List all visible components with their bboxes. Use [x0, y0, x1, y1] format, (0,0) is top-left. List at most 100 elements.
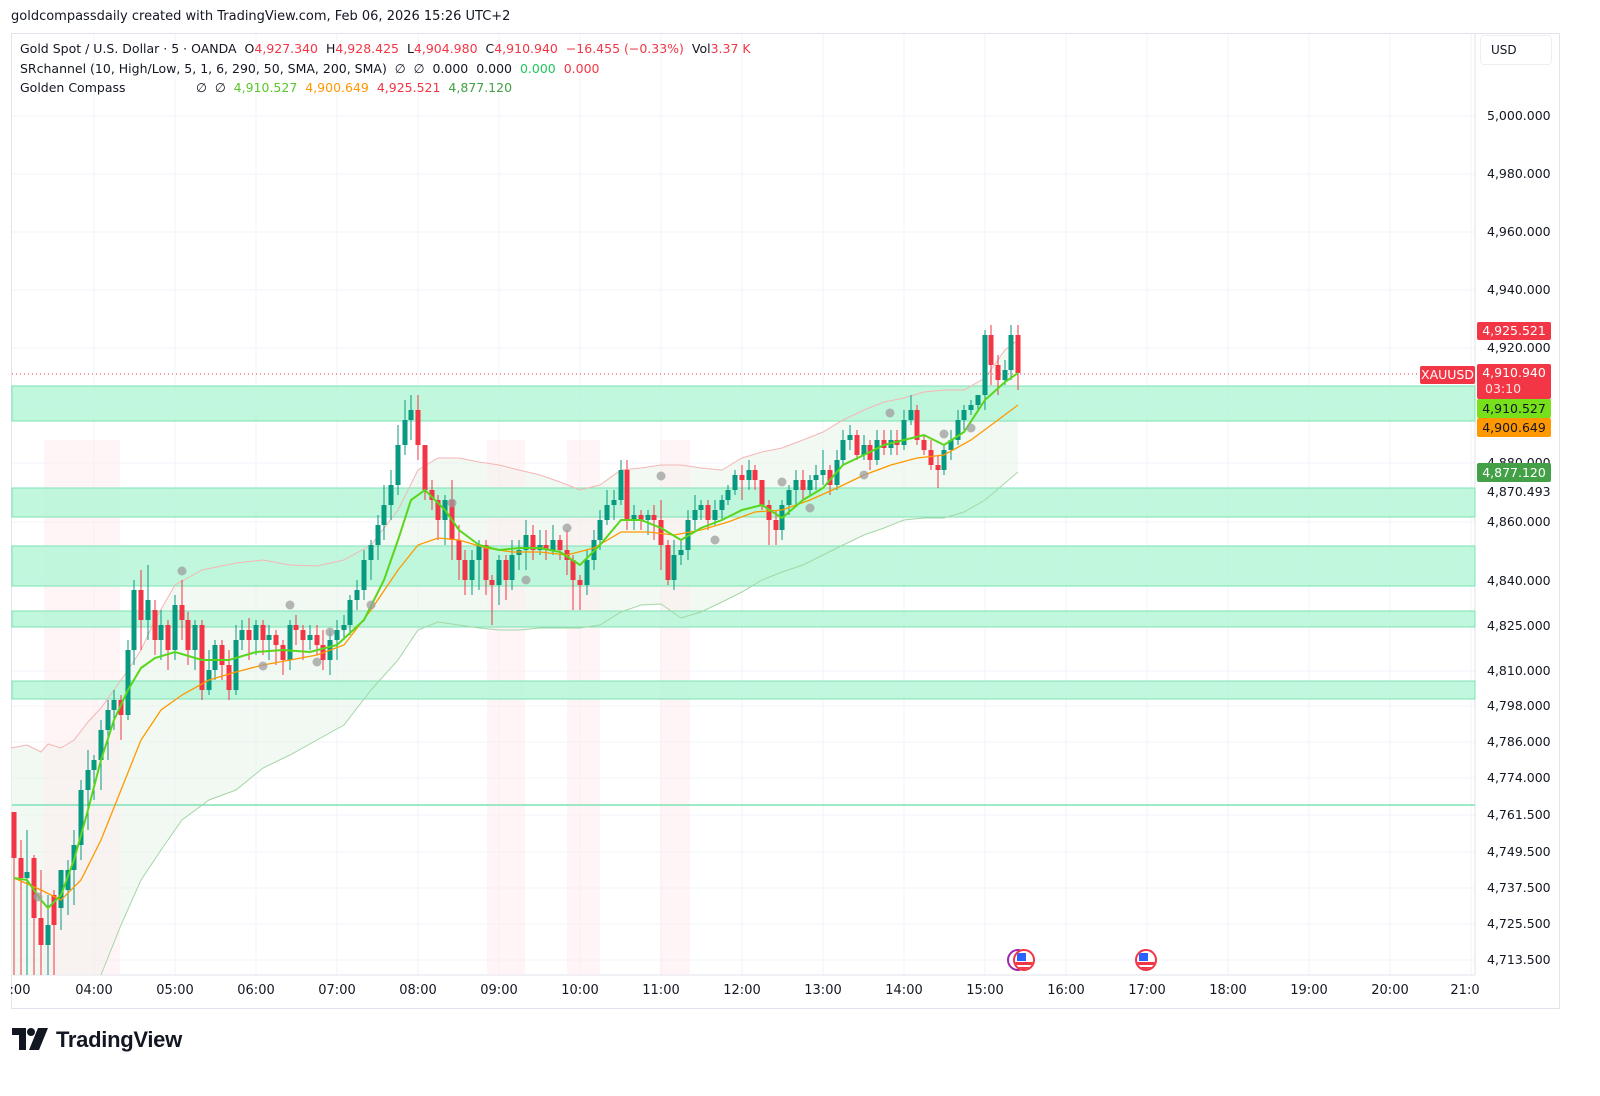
candle-body — [671, 555, 677, 580]
time-axis-label: 05:00 — [156, 983, 194, 998]
candle-body — [665, 545, 671, 580]
candle-body — [651, 515, 657, 520]
legend-symbol-row[interactable]: Gold Spot / U.S. Dollar · 5 · OANDA O4,9… — [20, 41, 751, 56]
price-axis-label: 4,774.000 — [1487, 770, 1551, 785]
time-axis-label: 06:00 — [237, 983, 275, 998]
candle-body — [746, 470, 752, 480]
time-axis-label: 20:00 — [1371, 983, 1409, 998]
candle-body — [982, 335, 988, 395]
srchannel-name[interactable]: SRchannel (10, High/Low, 5, 1, 6, 290, 5… — [20, 60, 387, 76]
price-axis-label: 4,713.500 — [1487, 952, 1551, 967]
time-axis-label: 14:00 — [885, 983, 923, 998]
candle-body — [280, 645, 286, 660]
close-value: 4,910.940 — [494, 41, 558, 56]
price-axis-label: 4,870.493 — [1487, 484, 1551, 499]
candle-body — [483, 545, 489, 580]
candle-body — [854, 435, 860, 455]
candle-body — [995, 365, 1001, 380]
candle-body — [469, 560, 475, 580]
bearish-shade — [487, 440, 525, 975]
candle-body — [239, 630, 245, 640]
candle-body — [347, 600, 353, 625]
candle-body — [138, 590, 144, 620]
candle-body — [624, 470, 630, 520]
candle-body — [58, 870, 64, 908]
candle-body — [732, 475, 738, 490]
signal-dot — [562, 523, 572, 533]
candle-body — [813, 475, 819, 480]
time-axis-label: 21:0 — [1450, 983, 1480, 998]
time-axis-label: 04:00 — [75, 983, 113, 998]
currency-button[interactable]: USD — [1480, 35, 1552, 65]
candle-body — [509, 555, 515, 580]
high-value: 4,928.425 — [335, 41, 399, 56]
candle-body — [462, 560, 468, 580]
candle-body — [314, 635, 320, 645]
tradingview-logo[interactable]: TradingView — [12, 1026, 182, 1054]
signal-dot — [710, 535, 720, 545]
candle-body — [31, 858, 37, 918]
candle-body — [456, 540, 462, 560]
candle-body — [185, 620, 191, 650]
candle-body — [719, 500, 725, 510]
candle-body — [98, 730, 104, 760]
bearish-shade — [660, 440, 690, 975]
candle-body — [766, 505, 772, 520]
candle-body — [354, 590, 360, 600]
candle-body — [435, 500, 441, 520]
candle-body — [253, 625, 259, 640]
candle-body — [914, 410, 920, 440]
candle-body — [381, 505, 387, 525]
candle-body — [861, 445, 867, 455]
candle-body — [266, 635, 272, 640]
candle-body — [152, 610, 158, 640]
candle-body — [118, 700, 124, 715]
price-axis-label: 4,786.000 — [1487, 734, 1551, 749]
signal-dot — [656, 471, 666, 481]
time-axis-label: 16:00 — [1047, 983, 1085, 998]
us-flag-icon[interactable] — [1135, 949, 1157, 971]
legend-golden-compass-row[interactable]: Golden Compass ∅ ∅ 4,910.527 4,900.649 4… — [20, 78, 751, 98]
candle-body — [11, 812, 17, 858]
price-axis-label: 4,920.000 — [1487, 340, 1551, 355]
candle-body — [584, 560, 590, 585]
candle-body — [334, 630, 340, 640]
signal-dot — [177, 566, 187, 576]
us-flag-icon[interactable] — [1013, 949, 1035, 971]
support-resistance-zone — [11, 680, 1476, 700]
signal-dot — [285, 600, 295, 610]
slow-line-price-tag: 4,900.649 — [1477, 418, 1551, 437]
candle-body — [111, 700, 117, 710]
candle-body — [948, 440, 954, 450]
candle-body — [368, 545, 374, 560]
signal-dot — [521, 575, 531, 585]
candle-body — [705, 505, 711, 520]
symbol-name[interactable]: Gold Spot / U.S. Dollar · 5 · OANDA — [20, 41, 237, 56]
candle-body — [739, 475, 745, 480]
bar-countdown: 03:10 — [1485, 381, 1522, 396]
slow-line — [13, 404, 1019, 901]
candle-body — [975, 395, 981, 405]
signal-dot — [258, 661, 268, 671]
candle-body — [408, 410, 414, 420]
candle-body — [678, 550, 684, 555]
candle-body — [212, 645, 218, 670]
legend-srchannel-row[interactable]: SRchannel (10, High/Low, 5, 1, 6, 290, 5… — [20, 60, 600, 76]
tradingview-wordmark: TradingView — [56, 1027, 182, 1052]
candle-body — [597, 520, 603, 540]
price-axis-label: 4,761.500 — [1487, 807, 1551, 822]
candle-body — [65, 870, 71, 890]
price-axis-label: 4,840.000 — [1487, 573, 1551, 588]
candle-body — [307, 635, 313, 640]
candle-body — [199, 625, 205, 690]
candle-body — [645, 515, 651, 520]
tradingview-logo-icon — [12, 1028, 48, 1050]
golden-compass-name[interactable]: Golden Compass — [20, 80, 126, 95]
candle-body — [807, 480, 813, 490]
candle-body — [422, 445, 428, 490]
chart-frame[interactable] — [11, 33, 1560, 1009]
candle-body — [395, 445, 401, 485]
time-axis-label: 08:00 — [399, 983, 437, 998]
signal-dot — [885, 408, 895, 418]
